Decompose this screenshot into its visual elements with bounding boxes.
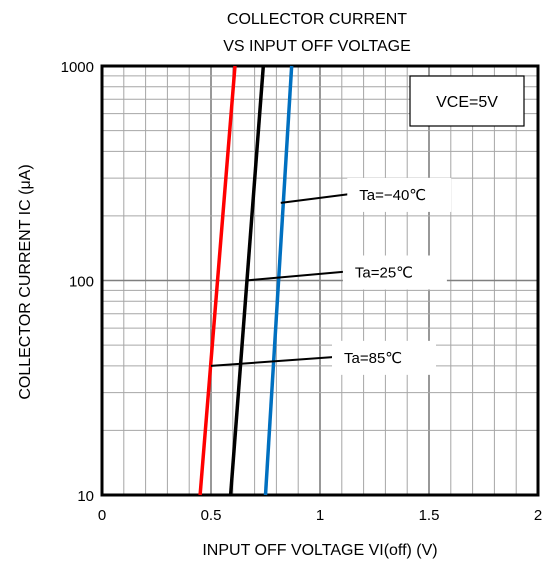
- annotation-label: Ta=25℃: [355, 265, 413, 282]
- y-tick-label: 1000: [61, 59, 94, 76]
- y-tick-label: 100: [69, 274, 94, 291]
- series-line: [263, 65, 294, 496]
- condition-box: [409, 75, 525, 127]
- x-tick-label: 2: [534, 507, 542, 524]
- x-tick-label: 1: [316, 507, 324, 524]
- plot-frame: [100, 64, 540, 497]
- x-tick-label: 0.5: [201, 507, 222, 524]
- series-line: [198, 65, 237, 496]
- annotation-leader-line: [245, 270, 347, 282]
- chart-title-line-1: COLLECTOR CURRENT: [227, 11, 407, 28]
- x-tick-label: 0: [98, 507, 106, 524]
- annotation-leader-line: [210, 355, 337, 367]
- annotation-leader-line: [280, 192, 352, 204]
- condition-label: VCE=5V: [436, 94, 498, 111]
- plot-area: 0 0.5 1 1.5 2 10 100 1000 Ta=−40℃ Ta=25℃ Ta=85℃ VCE…: [61, 59, 543, 524]
- annotation-label: Ta=85℃: [344, 350, 402, 367]
- annotation-label-box: [332, 340, 436, 375]
- y-tick-label: 10: [77, 488, 94, 505]
- annotation-label-box: [342, 255, 447, 290]
- annotation-label-box: [347, 177, 452, 212]
- x-axis-title: INPUT OFF VOLTAGE VI(off) (V): [202, 542, 437, 559]
- y-axis-title: COLLECTOR CURRENT IC (μA): [17, 164, 34, 399]
- chart-title-line-2: VS INPUT OFF VOLTAGE: [223, 38, 411, 55]
- x-tick-label: 1.5: [419, 507, 440, 524]
- annotation-label: Ta=−40℃: [359, 187, 426, 204]
